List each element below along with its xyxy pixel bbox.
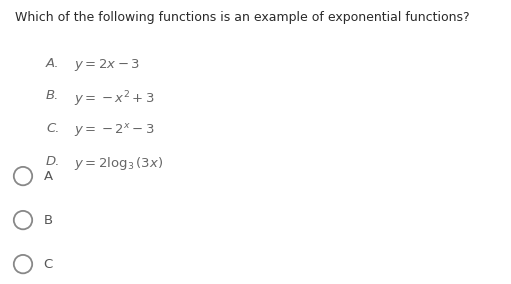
Text: A: A <box>43 170 53 183</box>
Text: $y = -2^x - 3$: $y = -2^x - 3$ <box>74 122 155 139</box>
Text: C.: C. <box>46 122 59 135</box>
Text: C: C <box>43 258 53 271</box>
Text: B: B <box>43 214 53 227</box>
Text: $y = 2\log_3(3x)$: $y = 2\log_3(3x)$ <box>74 155 163 172</box>
Text: $y = -x^2 + 3$: $y = -x^2 + 3$ <box>74 89 155 109</box>
Text: B.: B. <box>46 89 59 103</box>
Text: $y = 2x - 3$: $y = 2x - 3$ <box>74 57 141 73</box>
Text: A.: A. <box>46 57 60 70</box>
Text: Which of the following functions is an example of exponential functions?: Which of the following functions is an e… <box>15 11 470 24</box>
Text: D.: D. <box>46 155 60 168</box>
